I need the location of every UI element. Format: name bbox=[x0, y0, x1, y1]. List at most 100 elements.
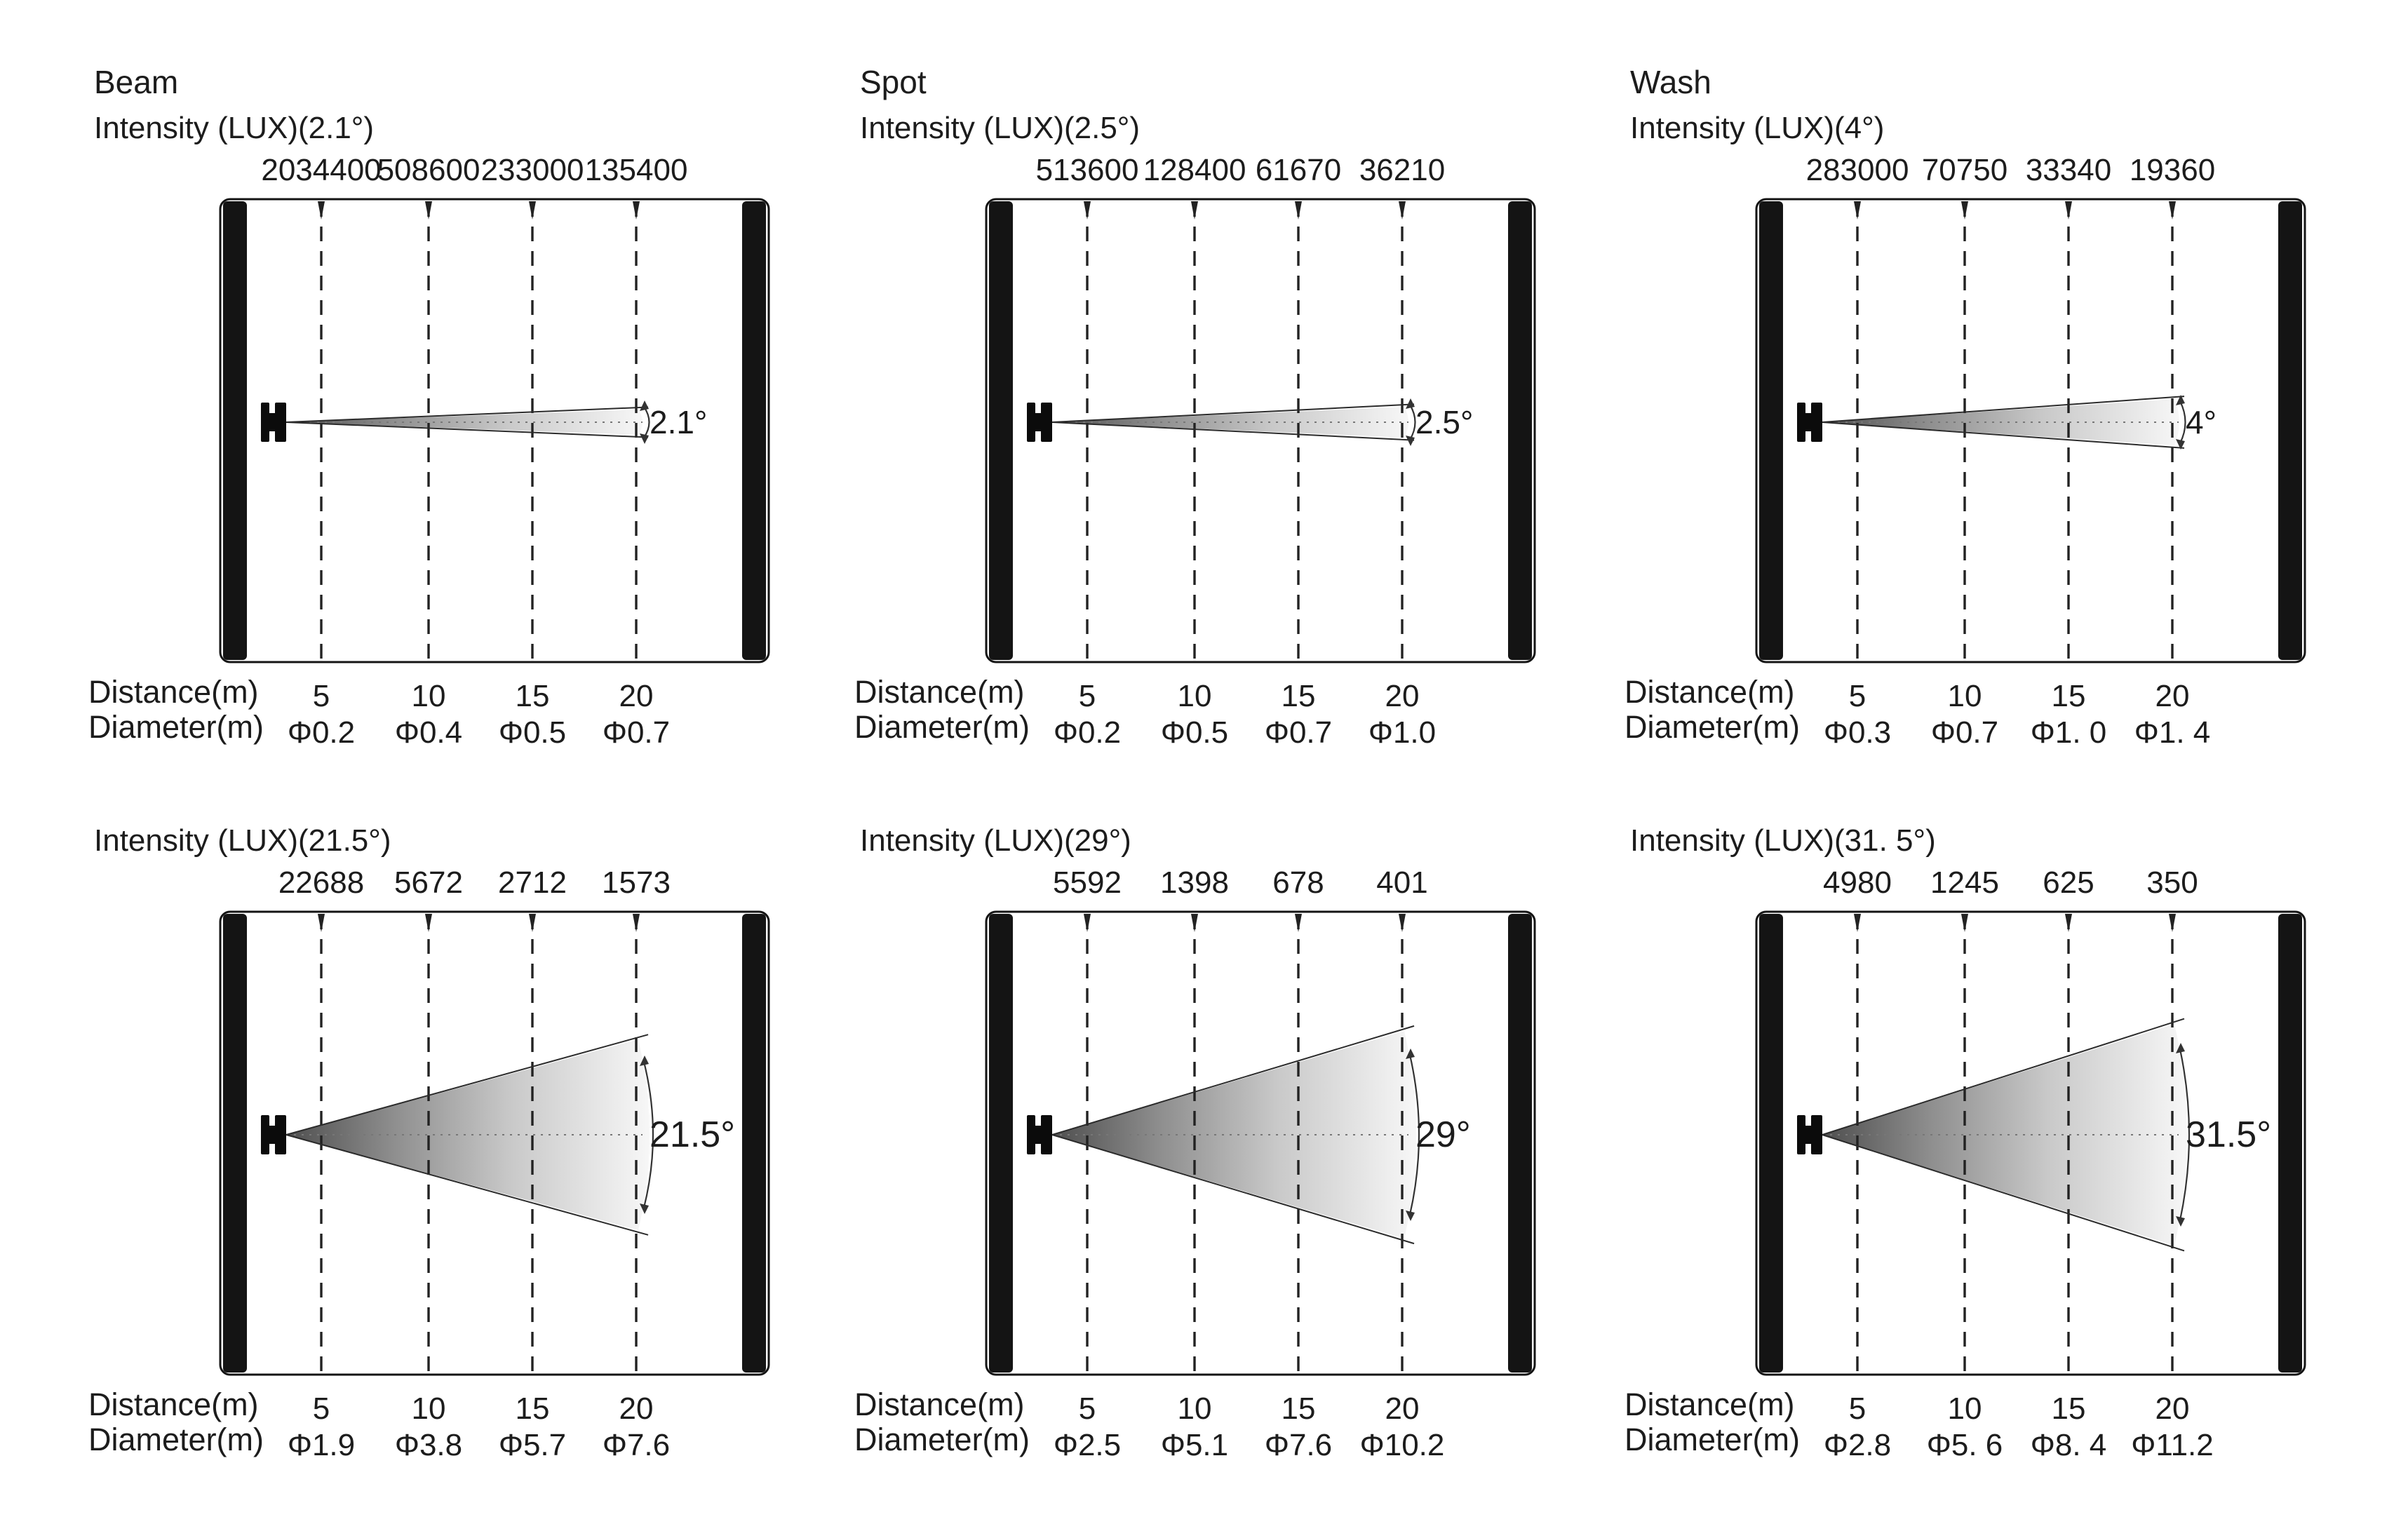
angle-arc bbox=[643, 1061, 654, 1208]
beam-diagram: 21.5° bbox=[219, 910, 770, 1376]
distance-row: Distance(m) 5 10 15 20 bbox=[1536, 1387, 2308, 1431]
distance-value: 20 bbox=[619, 1391, 654, 1426]
intensity-values-row: 283000 70750 33340 19360 bbox=[1536, 153, 2308, 196]
distance-gridlines bbox=[1854, 201, 2176, 659]
diameter-label: Diameter(m) bbox=[854, 1422, 1030, 1457]
intensity-value: 625 bbox=[2043, 865, 2094, 900]
distance-gridlines bbox=[318, 914, 640, 1372]
distance-value: 15 bbox=[1281, 679, 1316, 713]
left-wall-bar bbox=[223, 914, 247, 1373]
diameter-value: Φ0.7 bbox=[1264, 715, 1333, 750]
diameter-label: Diameter(m) bbox=[1625, 1422, 1801, 1457]
intensity-value: 128400 bbox=[1143, 153, 1246, 187]
panel-beam: Beam Intensity (LUX)(2.1°) 2034400 50860… bbox=[0, 0, 772, 786]
panel-title: Wash bbox=[1630, 64, 1711, 100]
cone-edge-top bbox=[285, 406, 649, 423]
fixture-icon bbox=[261, 1115, 286, 1154]
distance-label: Distance(m) bbox=[854, 1387, 1025, 1422]
angle-label: 2.1° bbox=[650, 404, 707, 440]
distance-gridlines bbox=[318, 201, 640, 659]
beam-diagram: 2.1° bbox=[219, 198, 770, 663]
diameter-value: Φ0.2 bbox=[287, 715, 356, 750]
intensity-value: 22688 bbox=[278, 865, 365, 900]
distance-value: 10 bbox=[1177, 1391, 1212, 1426]
intensity-value: 4980 bbox=[1823, 865, 1892, 900]
arc-arrow-top bbox=[2176, 1043, 2185, 1053]
diameter-row: Diameter(m) Φ1.9 Φ3.8 Φ5.7 Φ7.6 bbox=[0, 1422, 772, 1466]
angle-label: 4° bbox=[2186, 404, 2217, 440]
distance-label: Distance(m) bbox=[1625, 1387, 1795, 1422]
intensity-label: Intensity (LUX)(2.1°) bbox=[94, 111, 375, 145]
distance-value: 5 bbox=[312, 1391, 330, 1426]
intensity-values-row: 513600 128400 61670 36210 bbox=[766, 153, 1538, 196]
arc-arrow-top bbox=[640, 1056, 649, 1066]
diameter-value: Φ10.2 bbox=[1359, 1428, 1445, 1462]
distance-value: 5 bbox=[1848, 679, 1866, 713]
diameter-row: Diameter(m) Φ0.2 Φ0.4 Φ0.5 Φ0.7 bbox=[0, 709, 772, 753]
angle-label: 29° bbox=[1415, 1114, 1471, 1155]
intensity-label: Intensity (LUX)(31. 5°) bbox=[1630, 823, 1936, 858]
angle-arc bbox=[2179, 1049, 2191, 1221]
angle-arc bbox=[2179, 400, 2186, 444]
right-wall-bar bbox=[1508, 914, 1532, 1373]
distance-value: 15 bbox=[2051, 1391, 2086, 1426]
arc-arrow-bottom bbox=[640, 1204, 649, 1214]
beam-diagram: 29° bbox=[985, 910, 1536, 1376]
intensity-value: 233000 bbox=[480, 153, 584, 187]
cone-edge-bottom bbox=[1051, 1134, 1415, 1245]
distance-value: 20 bbox=[619, 679, 654, 713]
diameter-label: Diameter(m) bbox=[1625, 709, 1801, 745]
left-wall-bar bbox=[1759, 914, 1783, 1373]
cone-edge-top bbox=[1822, 1018, 2185, 1135]
distance-row: Distance(m) 5 10 15 20 bbox=[0, 674, 772, 718]
arc-arrow-top bbox=[640, 400, 649, 411]
distance-label: Distance(m) bbox=[1625, 674, 1795, 710]
distance-value: 10 bbox=[1947, 1391, 1982, 1426]
intensity-values-row: 22688 5672 2712 1573 bbox=[0, 865, 772, 909]
distance-value: 20 bbox=[2155, 1391, 2190, 1426]
diameter-value: Φ5.7 bbox=[498, 1428, 567, 1462]
left-wall-bar bbox=[989, 914, 1013, 1373]
distance-value: 20 bbox=[1385, 1391, 1420, 1426]
fixture-icon bbox=[1027, 1115, 1052, 1154]
distance-value: 5 bbox=[312, 679, 330, 713]
arc-arrow-bottom bbox=[1406, 1211, 1415, 1221]
intensity-value: 283000 bbox=[1805, 153, 1909, 187]
diameter-label: Diameter(m) bbox=[88, 709, 264, 745]
diameter-value: Φ0.5 bbox=[498, 715, 567, 750]
beam-diagram: 4° bbox=[1755, 198, 2306, 663]
intensity-value: 70750 bbox=[1921, 153, 2008, 187]
diameter-value: Φ0.7 bbox=[602, 715, 671, 750]
distance-value: 10 bbox=[411, 1391, 446, 1426]
diameter-value: Φ2.5 bbox=[1053, 1428, 1122, 1462]
distance-value: 15 bbox=[515, 679, 550, 713]
cone-edge-top bbox=[1822, 396, 2185, 423]
distance-row: Distance(m) 5 10 15 20 bbox=[0, 1387, 772, 1431]
intensity-value: 2712 bbox=[498, 865, 567, 900]
intensity-value: 1245 bbox=[1930, 865, 1999, 900]
distance-row: Distance(m) 5 10 15 20 bbox=[1536, 674, 2308, 718]
arc-arrow-bottom bbox=[1406, 436, 1415, 446]
arc-arrow-bottom bbox=[2176, 1216, 2185, 1227]
beam-cone bbox=[1052, 1031, 1416, 1239]
diameter-value: Φ3.8 bbox=[394, 1428, 463, 1462]
diameter-value: Φ0.4 bbox=[394, 715, 463, 750]
intensity-value: 19360 bbox=[2129, 153, 2216, 187]
diameter-value: Φ5.1 bbox=[1160, 1428, 1229, 1462]
beam-diagram: 31.5° bbox=[1755, 910, 2306, 1376]
diameter-value: Φ0.2 bbox=[1053, 715, 1122, 750]
intensity-label: Intensity (LUX)(21.5°) bbox=[94, 823, 391, 858]
distance-value: 5 bbox=[1848, 1391, 1866, 1426]
diameter-value: Φ1. 4 bbox=[2134, 715, 2211, 750]
cone-edge-bottom bbox=[1051, 422, 1415, 441]
diameter-value: Φ0.5 bbox=[1160, 715, 1229, 750]
intensity-value: 2034400 bbox=[261, 153, 382, 187]
right-wall-bar bbox=[1508, 201, 1532, 660]
distance-value: 15 bbox=[1281, 1391, 1316, 1426]
distance-value: 5 bbox=[1078, 1391, 1096, 1426]
diameter-value: Φ5. 6 bbox=[1926, 1428, 2003, 1462]
right-wall-bar bbox=[742, 201, 766, 660]
cone-edge-bottom bbox=[1822, 422, 2185, 449]
panel-beam-zoomed: Intensity (LUX)(21.5°) 22688 5672 2712 1… bbox=[0, 713, 772, 1498]
